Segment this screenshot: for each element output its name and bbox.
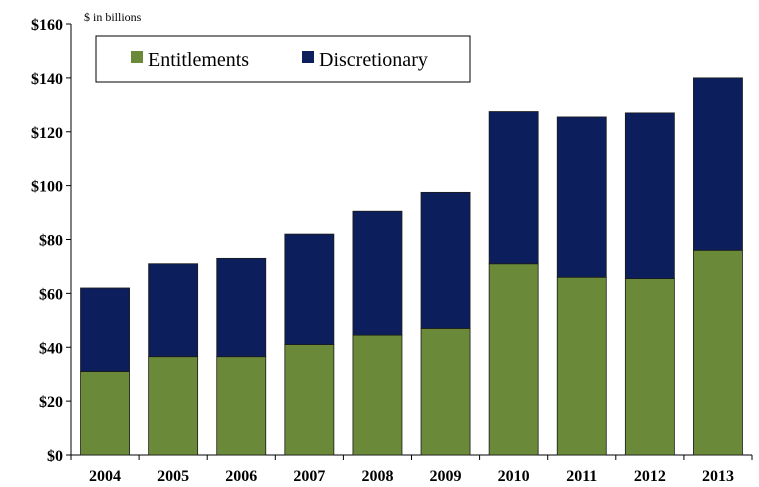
bar-discretionary-2009 (420, 191, 471, 329)
legend-box (95, 35, 471, 83)
bar-entitlements-2011 (556, 276, 607, 456)
bar-discretionary-2008 (352, 210, 403, 336)
y-tick-label: $60 (39, 286, 63, 303)
x-tick-label: 2005 (157, 468, 189, 485)
bar-entitlements-2012 (624, 278, 675, 456)
legend-swatch-entitlements (131, 51, 143, 63)
y-tick-label: $20 (39, 394, 63, 411)
bar-entitlements-2006 (216, 356, 267, 456)
x-tick-label: 2013 (702, 468, 734, 485)
y-tick-label: $0 (47, 448, 63, 465)
y-tick-label: $80 (39, 233, 63, 250)
y-tick-label: $160 (31, 17, 63, 34)
bar-entitlements-2008 (352, 334, 403, 456)
x-axis: 2004 2005 2006 2007 2008 2009 2010 2011 2012 2013 (70, 454, 753, 485)
x-tick-label: 2009 (430, 468, 462, 485)
bar-discretionary-2006 (216, 257, 267, 358)
x-tick-label: 2007 (293, 468, 325, 485)
bar-entitlements-2013 (693, 249, 743, 456)
x-tick-label: 2010 (498, 468, 530, 485)
bar-discretionary-2012 (624, 112, 675, 279)
y-tick-label: $40 (39, 340, 63, 357)
y-tick-label: $100 (31, 179, 63, 196)
bar-discretionary-2004 (80, 287, 130, 372)
bar-entitlements-2010 (488, 263, 539, 456)
x-tick-label: 2008 (361, 468, 393, 485)
bar-discretionary-2011 (556, 116, 607, 278)
x-tick-label: 2012 (634, 468, 666, 485)
bar-entitlements-2009 (420, 327, 471, 456)
legend-label-discretionary: Discretionary (319, 49, 428, 71)
x-tick-label: 2006 (225, 468, 257, 485)
bar-entitlements-2005 (148, 356, 199, 456)
bar-entitlements-2004 (80, 371, 130, 456)
y-axis: $0 $20 $40 $60 $80 $100 $120 $140 $160 (31, 17, 72, 465)
y-tick-label: $120 (31, 125, 63, 142)
unit-label: $ in billions (84, 10, 142, 24)
bar-discretionary-2007 (284, 233, 335, 345)
y-tick-label: $140 (31, 71, 63, 88)
bar-entitlements-2007 (284, 344, 335, 456)
x-tick-label: 2011 (566, 468, 597, 485)
bar-discretionary-2013 (693, 77, 743, 251)
legend-swatch-discretionary (302, 51, 314, 63)
bar-discretionary-2010 (488, 111, 539, 265)
legend-label-entitlements: Entitlements (148, 49, 249, 71)
bar-discretionary-2005 (148, 263, 199, 358)
legend: Entitlements Discretionary (95, 35, 471, 83)
bars (80, 77, 743, 456)
x-tick-label: 2004 (89, 468, 121, 485)
